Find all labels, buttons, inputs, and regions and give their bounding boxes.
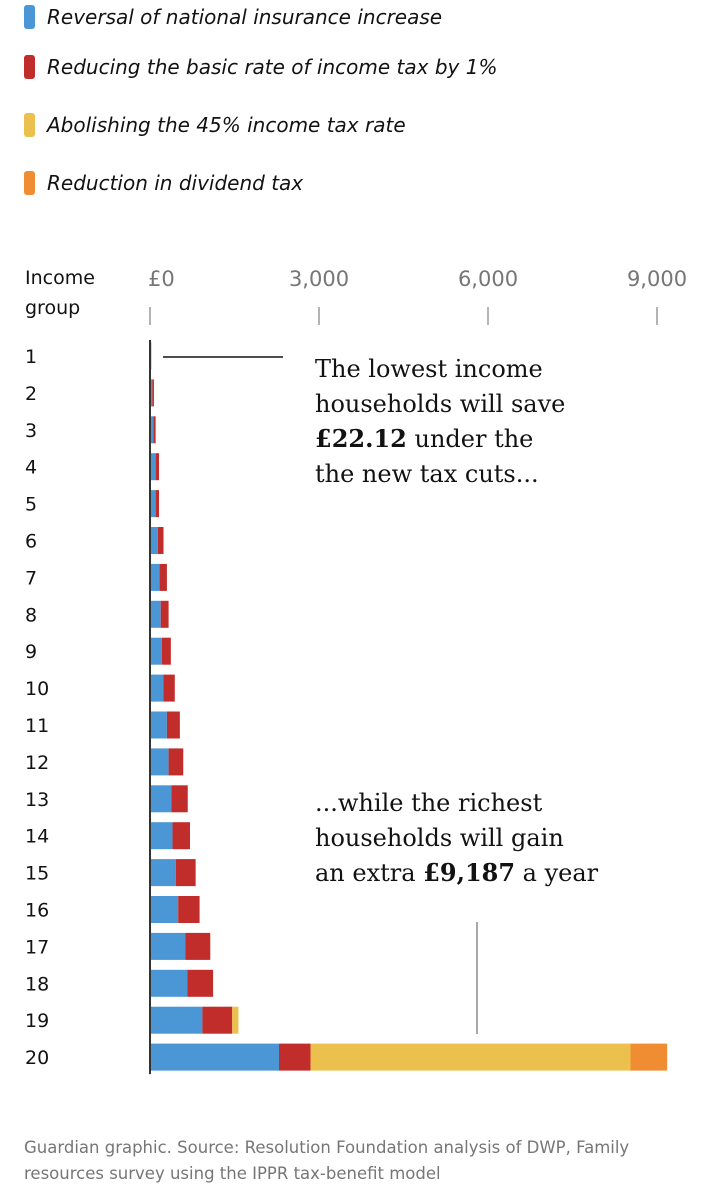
bar-segment xyxy=(150,527,158,554)
bar-segment xyxy=(279,1043,311,1071)
stacked-bar-chart: Income group £0 3,000 6,000 9,000 123456789… xyxy=(25,267,687,1075)
bar-segment xyxy=(150,748,169,776)
category-label: 19 xyxy=(25,1010,49,1032)
bar-segment xyxy=(175,859,196,887)
x-tick-label: 9,000 xyxy=(627,267,687,291)
bar-segment xyxy=(150,932,186,960)
category-label: 12 xyxy=(25,752,49,774)
annotation-segment: under the xyxy=(407,425,534,453)
category-label: 18 xyxy=(25,973,49,995)
legend-label: Abolishing the 45% income tax rate xyxy=(47,113,406,137)
annotation-text: The lowest income households will save £22… xyxy=(315,355,565,488)
annotation-segment: £22.12 xyxy=(315,424,407,453)
category-label: 1 xyxy=(25,346,37,368)
legend-item: Reducing the basic rate of income tax by… xyxy=(24,52,497,82)
bar-segment xyxy=(310,1043,631,1071)
legend-swatch xyxy=(24,55,35,79)
bar-segment xyxy=(166,711,180,739)
category-label: 5 xyxy=(25,494,37,516)
bar-segment xyxy=(153,416,156,444)
category-label: 9 xyxy=(25,641,37,663)
annotation-segment: households will gain xyxy=(315,824,564,852)
bar-segment xyxy=(150,637,162,665)
category-label: 16 xyxy=(25,900,49,922)
bar-segment xyxy=(630,1043,668,1071)
bar-segment xyxy=(178,896,200,923)
annotation-segment: a year xyxy=(515,859,599,887)
annotation-segment: the new tax cuts... xyxy=(315,460,539,488)
category-label: 20 xyxy=(25,1047,49,1069)
annotations: The lowest income households will save £22… xyxy=(163,355,599,1034)
annotation-segment: £9,187 xyxy=(423,858,515,887)
source-note: Guardian graphic. Source: Resolution Fou… xyxy=(24,1138,630,1183)
category-label: 2 xyxy=(25,383,37,405)
legend-item: Abolishing the 45% income tax rate xyxy=(24,110,406,140)
bar-segment xyxy=(150,822,173,850)
bar-segment xyxy=(150,416,154,444)
legend-swatch xyxy=(24,171,35,195)
category-label: 4 xyxy=(25,457,37,479)
bar-segment xyxy=(150,453,156,481)
annotation-segment: The lowest income xyxy=(315,355,543,383)
x-tick-label: £0 xyxy=(148,267,175,291)
category-label: 15 xyxy=(25,863,49,885)
x-tick-label: 6,000 xyxy=(458,267,518,291)
bar-segment xyxy=(150,785,172,813)
bar-segment xyxy=(185,932,211,960)
bar-segment xyxy=(202,1006,233,1034)
legend-item: Reversal of national insurance increase xyxy=(24,2,442,32)
legend-label: Reduction in dividend tax xyxy=(47,171,304,195)
category-label: 14 xyxy=(25,826,49,848)
bar-segment xyxy=(160,600,169,628)
bar-segment xyxy=(168,748,184,776)
bar-segment xyxy=(150,896,179,923)
bar-segment xyxy=(171,785,188,813)
legend-label: Reversal of national insurance increase xyxy=(47,5,443,29)
category-label: 10 xyxy=(25,678,49,700)
bar-segment xyxy=(150,600,161,628)
category-label: 3 xyxy=(25,420,37,442)
category-label: 17 xyxy=(25,936,49,958)
bar-segment xyxy=(150,674,164,702)
bar-segment xyxy=(150,711,167,739)
axis-title-line-2: group xyxy=(25,297,80,319)
bar-segment xyxy=(159,563,167,591)
bar-segment xyxy=(150,563,160,591)
legend-label: Reducing the basic rate of income tax by… xyxy=(47,55,498,79)
category-label: 8 xyxy=(25,604,37,626)
category-label: 6 xyxy=(25,531,37,553)
bar-segment xyxy=(152,379,154,407)
bar-segment xyxy=(157,527,164,554)
annotation-segment: households will save xyxy=(315,390,565,418)
annotation-segment: an extra xyxy=(315,859,423,887)
bar-segment xyxy=(155,490,160,518)
bar-segment xyxy=(163,674,175,702)
bar-segment xyxy=(172,822,190,850)
legend-swatch xyxy=(24,113,35,137)
bar-segment xyxy=(150,969,188,997)
bar-segment xyxy=(150,490,156,518)
bars xyxy=(149,340,668,1075)
bar-segment xyxy=(232,1006,239,1034)
annotation-text: ...while the richest households will gain… xyxy=(315,789,599,887)
annotation-segment: ...while the richest xyxy=(315,789,543,817)
legend-item: Reduction in dividend tax xyxy=(24,168,303,198)
axis-title-line-1: Income xyxy=(25,267,95,289)
category-label: 7 xyxy=(25,567,37,589)
bar-segment xyxy=(150,379,153,407)
category-label: 13 xyxy=(25,789,49,811)
bar-segment xyxy=(187,969,214,997)
legend-swatch xyxy=(24,5,35,29)
bar-segment xyxy=(155,453,160,481)
bar-segment xyxy=(161,637,171,665)
category-label: 11 xyxy=(25,715,49,737)
bar-segment xyxy=(150,1043,280,1071)
bar-segment xyxy=(150,1006,203,1034)
x-axis: £0 3,000 6,000 9,000 xyxy=(148,267,687,325)
bar-segment xyxy=(150,859,176,887)
x-tick-label: 3,000 xyxy=(289,267,349,291)
